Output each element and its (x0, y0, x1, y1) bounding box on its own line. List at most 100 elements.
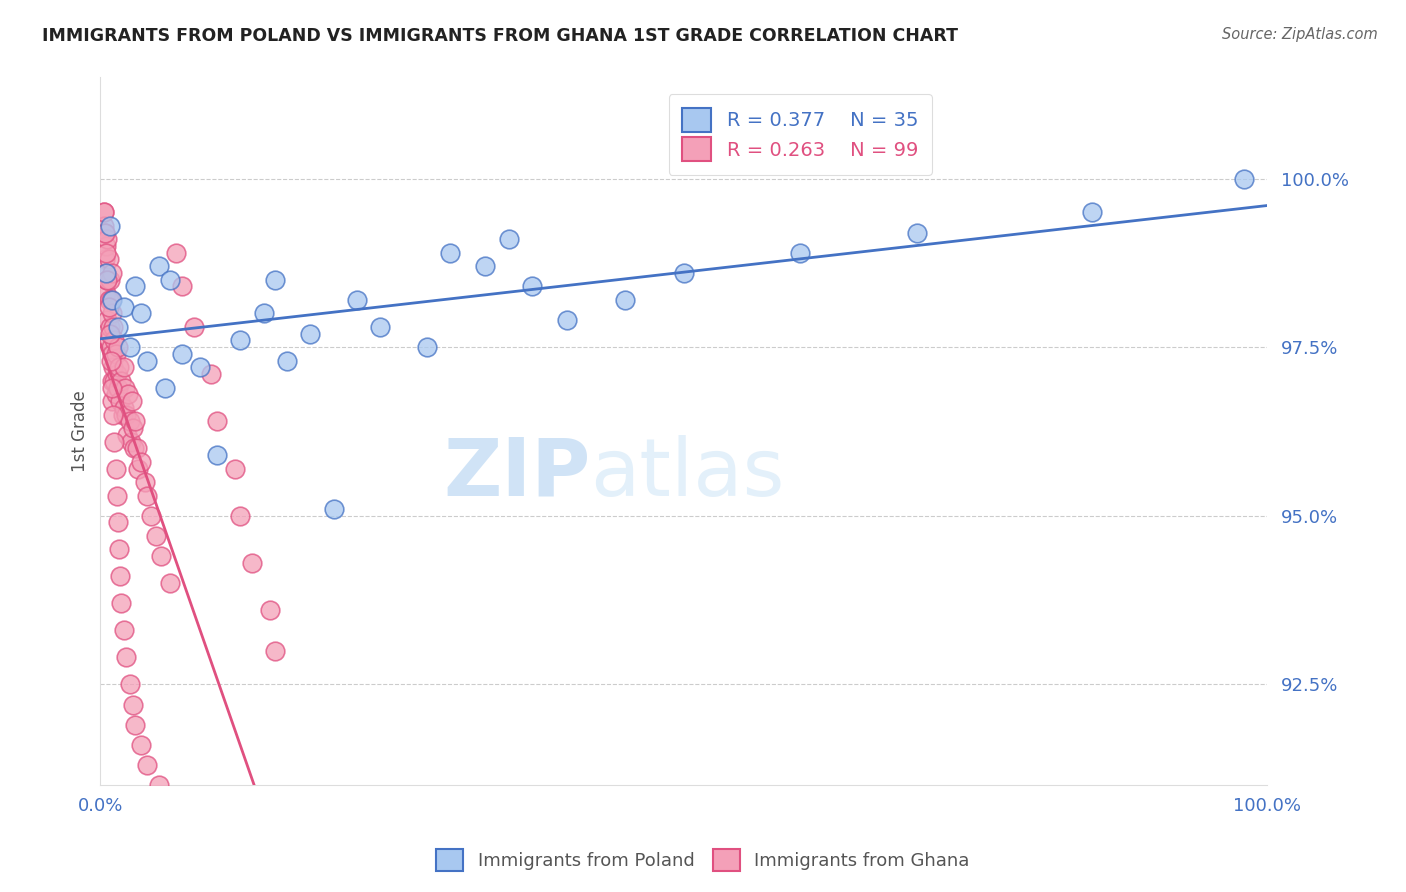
Point (299, 326, 322, 341)
Point (107, 320, 129, 334)
Point (259, 603, 281, 617)
Point (104, 347, 127, 361)
Point (165, 245, 187, 260)
Point (124, 718, 146, 732)
Point (105, 488, 128, 502)
Point (240, 556, 263, 570)
Point (200, 367, 222, 381)
Point (416, 340, 439, 354)
Point (136, 353, 159, 368)
Point (110, 374, 132, 388)
Point (159, 576, 181, 591)
Point (105, 367, 128, 381)
Point (121, 394, 143, 409)
Point (94, 226, 117, 240)
Point (322, 502, 344, 516)
Point (498, 232, 520, 246)
Point (103, 434, 125, 449)
Point (115, 427, 138, 442)
Point (98, 320, 121, 334)
Point (97, 334, 120, 348)
Point (276, 353, 298, 368)
Point (112, 360, 135, 375)
Point (115, 408, 138, 422)
Point (96, 313, 118, 327)
Point (129, 455, 152, 469)
Point (205, 414, 228, 428)
Point (96, 232, 118, 246)
Point (93, 205, 115, 219)
Point (264, 643, 287, 657)
Point (100, 293, 122, 307)
Point (118, 340, 141, 354)
Point (94, 226, 117, 240)
Point (555, 313, 578, 327)
Point (107, 340, 129, 354)
Point (122, 442, 145, 456)
Point (104, 387, 127, 401)
Point (439, 245, 461, 260)
Point (97, 293, 120, 307)
Point (103, 374, 125, 388)
Point (94, 252, 117, 267)
Point (129, 306, 152, 320)
Point (224, 461, 246, 475)
Point (100, 353, 122, 368)
Point (170, 347, 193, 361)
Point (117, 387, 139, 401)
Point (1081, 205, 1104, 219)
Point (97, 252, 120, 267)
Point (101, 381, 124, 395)
Point (96, 266, 118, 280)
Point (136, 758, 159, 772)
Point (125, 442, 148, 456)
Point (103, 408, 125, 422)
Point (170, 846, 193, 860)
Point (139, 508, 162, 523)
Point (101, 347, 124, 361)
Point (120, 434, 142, 449)
Point (264, 273, 287, 287)
Point (122, 421, 145, 435)
Point (97, 300, 120, 314)
Point (103, 360, 125, 375)
Point (101, 374, 124, 388)
Point (150, 549, 173, 564)
Point (122, 698, 145, 712)
Text: ZIP: ZIP (443, 435, 591, 513)
Legend: R = 0.377    N = 35, R = 0.263    N = 99: R = 0.377 N = 35, R = 0.263 N = 99 (669, 95, 932, 175)
Point (110, 596, 132, 610)
Point (148, 259, 170, 273)
Point (112, 624, 135, 638)
Point (101, 394, 124, 409)
Point (93, 219, 115, 233)
Point (789, 245, 811, 260)
Point (101, 293, 124, 307)
Point (112, 300, 135, 314)
Point (205, 448, 228, 462)
Legend: Immigrants from Poland, Immigrants from Ghana: Immigrants from Poland, Immigrants from … (429, 842, 977, 879)
Point (100, 340, 122, 354)
Point (127, 461, 149, 475)
Point (118, 677, 141, 691)
Point (108, 360, 131, 375)
Point (96, 266, 118, 280)
Point (124, 279, 146, 293)
Point (136, 488, 159, 502)
Point (98, 326, 121, 341)
Point (107, 516, 129, 530)
Point (253, 306, 276, 320)
Point (108, 394, 131, 409)
Point (98, 219, 121, 233)
Point (370, 320, 392, 334)
Point (108, 569, 131, 583)
Point (114, 381, 136, 395)
Point (107, 381, 129, 395)
Point (104, 461, 127, 475)
Point (101, 306, 124, 320)
Point (905, 226, 928, 240)
Point (96, 286, 118, 301)
Point (93, 205, 115, 219)
Point (96, 273, 118, 287)
Point (229, 508, 252, 523)
